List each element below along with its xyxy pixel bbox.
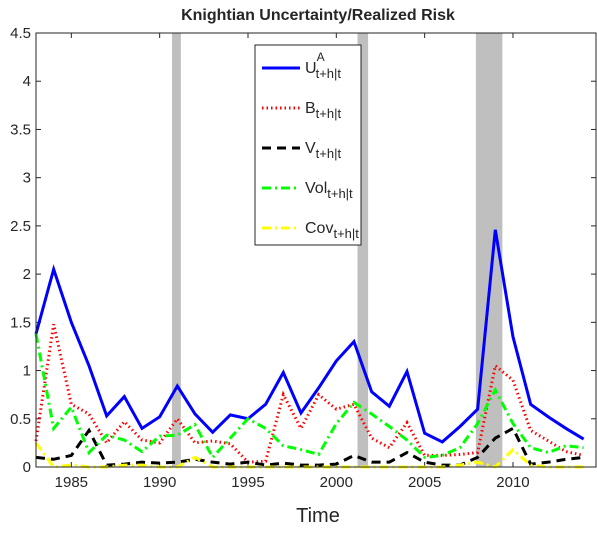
legend-label: Covt+h|t [305,220,359,241]
y-tick-label: 3.5 [10,121,31,138]
legend-subscript: t+h|t [316,66,342,81]
y-tick-label: 1 [23,363,31,380]
legend-subscript: t+h|t [316,106,342,121]
recession-band [172,33,181,467]
x-axis-label: Time [296,505,340,527]
series-line [34,229,585,444]
series-line [34,323,584,464]
legend-subscript: t+h|t [333,226,359,241]
y-tick-label: 2 [23,266,31,283]
y-tick-label: 0.5 [10,411,31,428]
legend-name: Vol [305,180,327,197]
legend-name: Cov [305,220,333,237]
x-tick-label: 2010 [496,474,529,491]
legend-subscript: t+h|t [316,146,342,161]
y-tick-label: 3 [23,170,31,187]
y-tick-label: 2.5 [10,218,31,235]
legend-superscript: A [317,50,325,64]
x-tick-label: 1985 [55,474,88,491]
legend-label: Bt+h|t [305,100,341,121]
y-tick-label: 4.5 [10,25,31,42]
series-line [34,333,584,460]
chart-title: Knightian Uncertainty/Realized Risk [181,7,455,24]
legend-name: U [305,60,317,77]
legend-name: V [305,140,316,157]
plot-frame [35,32,597,468]
legend-name: B [305,100,316,117]
legend-subscript: t+h|t [327,186,353,201]
legend-box [254,44,362,246]
recession-band [357,33,369,467]
legend-label: Vt+h|t [305,140,341,161]
x-tick-label: 2005 [408,474,441,491]
x-tick-label: 1995 [231,474,264,491]
y-tick-label: 1.5 [10,314,31,331]
x-tick-label: 1990 [143,474,176,491]
legend-label: Volt+h|t [305,180,353,201]
y-tick-label: 4 [23,73,31,90]
x-tick-label: 2000 [320,474,353,491]
y-tick-label: 0 [23,459,31,476]
legend-label: UA t+h|t [305,50,341,81]
